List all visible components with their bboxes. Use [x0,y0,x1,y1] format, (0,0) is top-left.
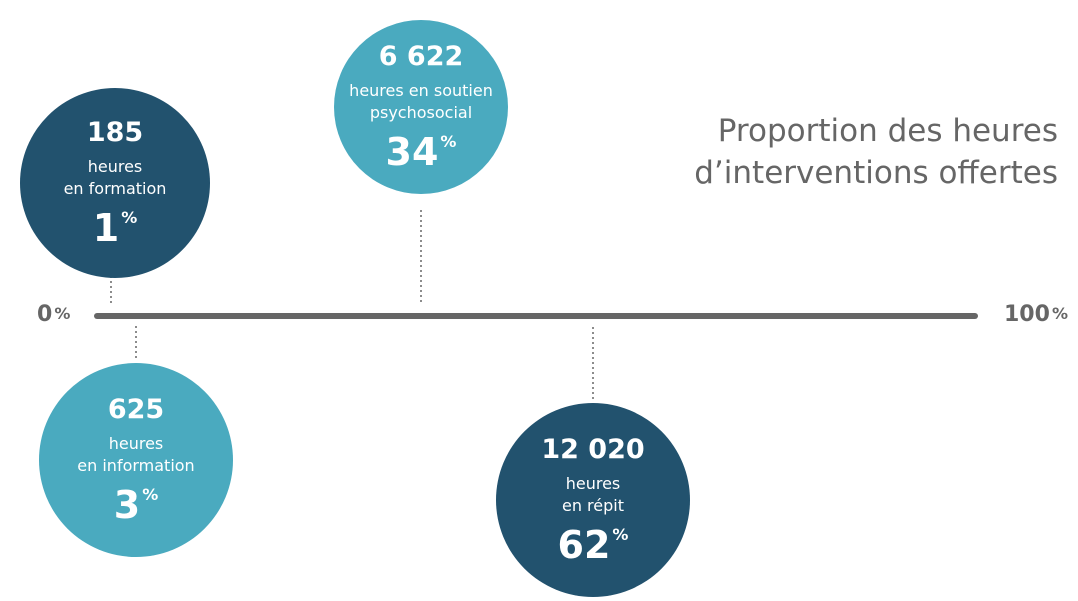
item-circle: 12 020 heures en répit 62% [496,403,690,597]
percent-value: 62 [557,522,611,567]
percent-unit: % [121,207,138,227]
item-circle: 625 heures en information 3% [39,363,233,557]
title: Proportion des heures d’interventions of… [694,110,1058,194]
axis-end-value: 100 [1004,302,1050,327]
percent-unit: % [440,131,457,151]
axis-start-value: 0 [37,302,53,327]
axis-start: 0% [37,302,70,327]
item-label: heures [87,156,143,176]
item-label: heures en soutien [349,80,493,100]
item-label: en répit [561,495,624,515]
percent-unit: % [142,484,159,504]
percent-unit: % [612,524,629,544]
item-label: heures [108,433,164,453]
item-circle: 6 622 heures en soutien psychosocial 34% [334,20,508,194]
percent-value: 34 [385,129,439,174]
item-label: psychosocial [369,102,473,122]
hours-value: 12 020 [541,433,645,465]
item-label: en information [77,455,195,475]
hours-value: 6 622 [378,40,464,72]
axis-start-unit: % [54,304,71,323]
percent: 34% [386,130,457,174]
item-circle: 185 heures en formation 1% [20,88,210,278]
axis-end-unit: % [1051,304,1068,323]
hours-value: 185 [86,116,144,148]
title-line: Proportion des heures [717,113,1058,149]
hours-value: 625 [107,393,165,425]
percent: 62% [558,523,629,567]
item-label: en formation [63,178,167,198]
percent-value: 1 [92,205,120,250]
item-label: heures [565,473,621,493]
percent: 3% [114,483,158,527]
percent-value: 3 [113,482,141,527]
percent: 1% [93,206,137,250]
axis-end: 100% [1004,302,1068,327]
title-line: d’interventions offertes [694,155,1058,191]
